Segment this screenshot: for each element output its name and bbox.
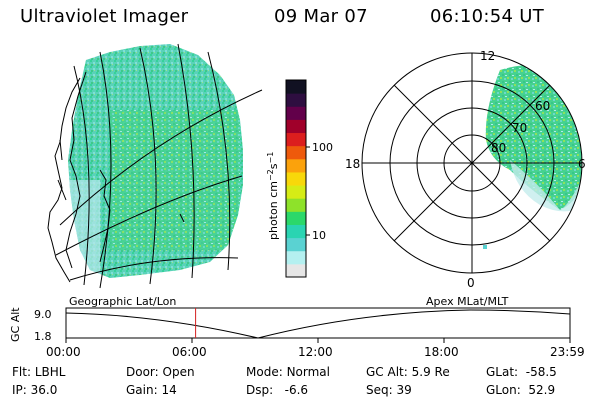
gc-alt-field: GC Alt: 5.9 Re: [366, 365, 450, 379]
strip-x-tick: 23:59: [550, 345, 585, 359]
glon-field: GLon: 52.9: [486, 383, 556, 397]
coastline: [47, 71, 185, 283]
polar-label-12: 12: [480, 49, 495, 63]
colorbar-cell: [286, 132, 306, 147]
ip-field: IP: 36.0: [12, 383, 58, 397]
colorbar-cell: [286, 171, 306, 186]
strip-y-tick-9: 9.0: [34, 308, 52, 321]
strip-x-tick: 12:00: [298, 345, 333, 359]
door-field: Door: Open: [126, 365, 195, 379]
filter-field: Flt: LBHL: [12, 365, 66, 379]
polar-label-6: 6: [578, 157, 586, 171]
colorbar-cell: [286, 211, 306, 225]
polar-ring-80: 80: [491, 141, 506, 155]
strip-x-tick: 18:00: [424, 345, 459, 359]
mode-field: Mode: Normal: [246, 365, 330, 379]
polar-plot: [361, 52, 583, 274]
gain-field: Gain: 14: [126, 383, 177, 397]
polar-ring-70: 70: [512, 121, 527, 135]
seq-field: Seq: 39: [366, 383, 412, 397]
colorbar-cell: [286, 237, 306, 252]
glat-field: GLat: -58.5: [486, 365, 557, 379]
colorbar-tick-10: 10: [312, 229, 326, 242]
observation-date: 09 Mar 07: [274, 6, 368, 27]
strip-y-label: GC Alt: [9, 307, 22, 342]
strip-x-tick: 00:00: [46, 345, 81, 359]
polar-label-18: 18: [345, 157, 360, 171]
colorbar-cell: [286, 106, 306, 120]
colorbar-unit-label: photon cm−2s−1: [266, 152, 281, 240]
colorbar-cell: [286, 119, 306, 134]
strip-y-tick-1-8: 1.8: [34, 330, 52, 343]
lat-lon-grid: [55, 43, 263, 289]
colorbar-cell: [286, 198, 306, 212]
colorbar-cell: [286, 250, 306, 265]
colorbar-cell: [286, 93, 306, 107]
colorbar-cell: [286, 224, 306, 239]
strip-right-label: Apex MLat/MLT: [426, 295, 509, 308]
polar-label-0: 0: [467, 276, 475, 290]
strip-x-tick: 06:00: [172, 345, 207, 359]
colorbar-cell: [286, 80, 306, 94]
colorbar-cell: [286, 263, 306, 278]
polar-ring-60: 60: [535, 99, 550, 113]
colorbar-cell: [286, 185, 306, 199]
dsp-field: Dsp: -6.6: [246, 383, 309, 397]
colorbar-tick-100: 100: [312, 141, 333, 154]
observation-time: 06:10:54 UT: [430, 6, 545, 27]
colorbar-cell: [286, 158, 306, 173]
strip-left-label: Geographic Lat/Lon: [69, 295, 176, 308]
altitude-strip: [65, 307, 571, 343]
colorbar: [285, 79, 310, 278]
colorbar-cell: [286, 145, 306, 160]
instrument-title: Ultraviolet Imager: [20, 6, 189, 27]
